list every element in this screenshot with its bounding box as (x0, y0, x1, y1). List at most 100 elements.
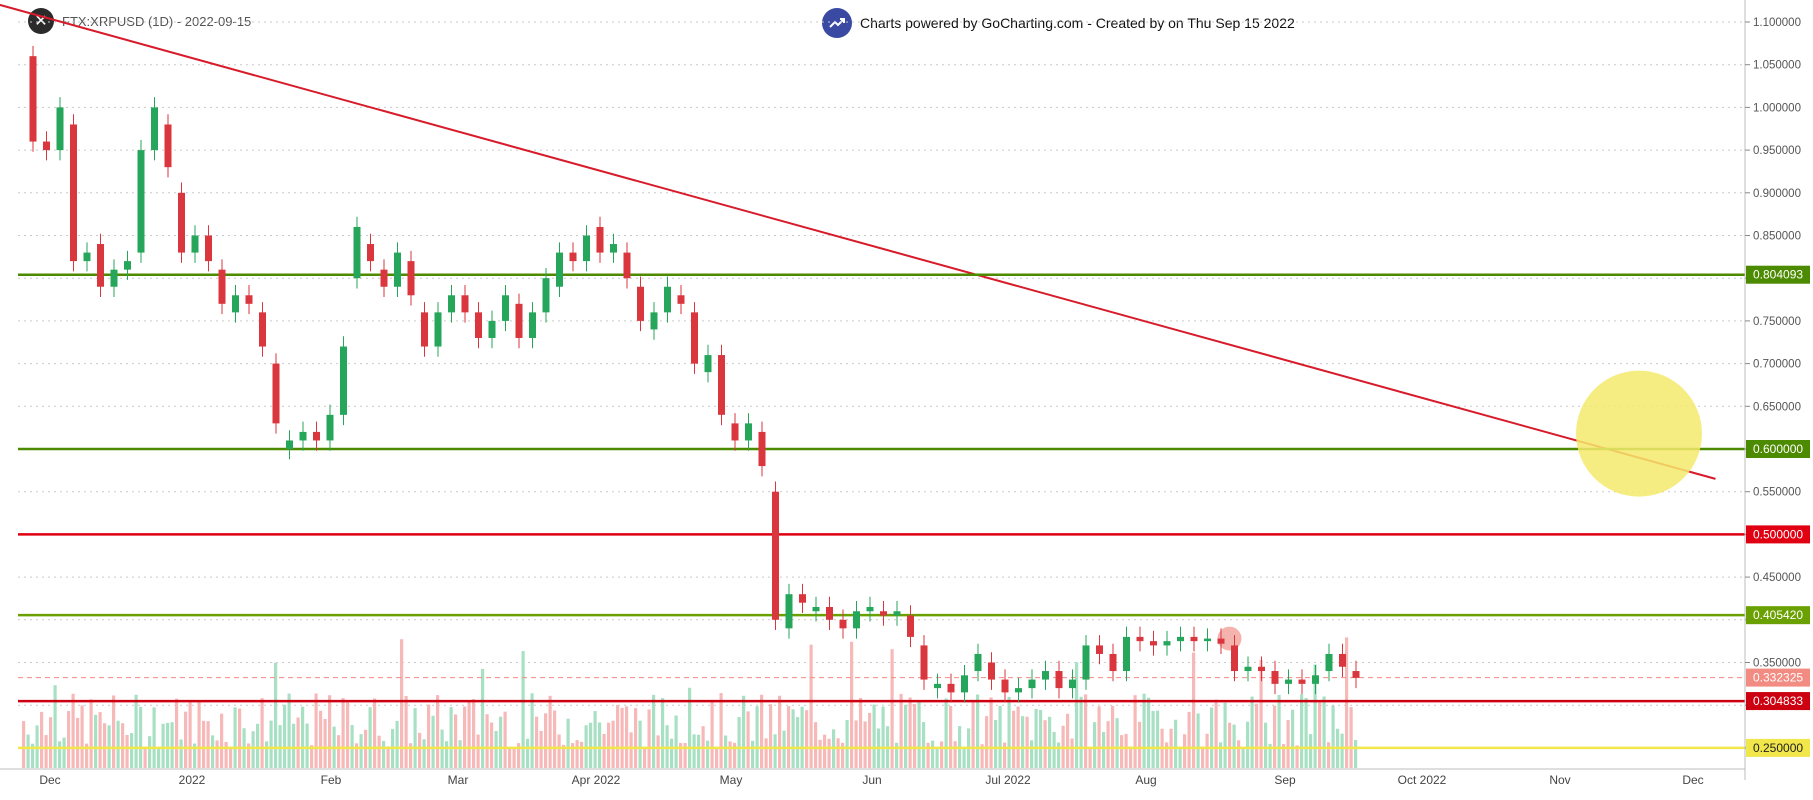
volume-bar (436, 695, 440, 768)
candle (961, 675, 968, 693)
volume-bar (1340, 733, 1344, 768)
volume-bar (805, 710, 809, 768)
volume-bar (1192, 652, 1196, 768)
volume-bar (85, 743, 89, 768)
y-tick-label: 0.650000 (1753, 401, 1801, 413)
volume-bars (22, 637, 1358, 768)
volume-bar (1003, 742, 1007, 768)
volume-bar (220, 713, 224, 768)
volume-bar (161, 723, 165, 768)
volume-bar (854, 720, 858, 768)
candle (1339, 653, 1346, 667)
volume-bar (224, 742, 228, 768)
level-label-box (1746, 668, 1810, 687)
candle (974, 653, 982, 672)
candle (1325, 653, 1333, 672)
volume-bar (1322, 696, 1326, 768)
volume-bar (940, 741, 944, 768)
candle (461, 295, 469, 313)
volume-bar (1219, 742, 1223, 768)
y-tick-label: 0.950000 (1753, 145, 1801, 157)
level-label: 0.332325 (1753, 671, 1803, 685)
volume-bar (458, 740, 462, 768)
volume-bar (197, 702, 201, 768)
volume-bar (269, 720, 273, 768)
volume-bar (521, 651, 525, 768)
x-tick-label: Jun (862, 773, 881, 787)
volume-bar (949, 706, 953, 768)
candle (610, 244, 617, 253)
candle (758, 431, 766, 467)
volume-bar (926, 742, 930, 768)
volume-bar (764, 738, 768, 768)
volume-bar (283, 704, 287, 768)
candle (29, 56, 37, 142)
candle (1015, 688, 1022, 693)
candle (326, 414, 334, 441)
candle (1150, 641, 1157, 646)
volume-bar (350, 725, 354, 768)
volume-bar (755, 706, 759, 768)
candle (596, 226, 604, 253)
candle (191, 235, 199, 253)
candle (178, 192, 185, 253)
volume-bar (548, 695, 552, 768)
volume-bar (814, 722, 818, 768)
volume-bar (1156, 710, 1160, 768)
volume-bar (935, 747, 939, 768)
volume-bar (571, 743, 575, 768)
volume-bar (953, 741, 957, 768)
volume-bar (134, 694, 138, 768)
candle (340, 346, 347, 415)
candle (1163, 641, 1171, 646)
volume-bar (868, 712, 872, 768)
volume-bar (157, 747, 161, 768)
volume-bar (661, 698, 665, 768)
level-label: 0.250000 (1753, 741, 1803, 755)
candle (1285, 679, 1292, 684)
volume-bar (652, 694, 656, 768)
volume-bar (26, 734, 30, 768)
symbol-header: ✕ FTX:XRPUSD (1D) - 2022-09-15 (28, 8, 251, 34)
volume-bar (512, 747, 516, 768)
candle (1055, 671, 1063, 689)
volume-bar (602, 733, 606, 768)
volume-bar (656, 735, 660, 768)
candle (1312, 675, 1319, 684)
volume-bar (238, 708, 242, 768)
volume-bar (1120, 735, 1124, 768)
volume-bar (778, 695, 782, 768)
volume-bar (994, 719, 998, 768)
candle (502, 295, 509, 321)
trendline (0, 3, 1716, 480)
candle (542, 278, 550, 313)
volume-bar (881, 706, 885, 768)
volume-bar (818, 739, 822, 768)
symbol-label: FTX:XRPUSD (1D) - 2022-09-15 (62, 13, 252, 29)
volume-bar (733, 742, 737, 768)
volume-bar (1246, 721, 1250, 768)
volume-bar (796, 717, 800, 768)
volume-bar (1345, 637, 1349, 768)
level-label: 0.500000 (1753, 527, 1803, 541)
volume-bar (989, 697, 993, 768)
candle (1069, 679, 1076, 689)
volume-bar (1007, 696, 1011, 768)
volume-bar (1039, 709, 1043, 768)
candle (218, 269, 226, 304)
volume-bar (665, 725, 669, 768)
y-tick-label: 0.350000 (1753, 658, 1801, 670)
candle (866, 606, 874, 612)
volume-bar (80, 705, 84, 768)
y-tick-label: 1.100000 (1753, 17, 1801, 29)
candle (394, 252, 401, 287)
volume-bar (143, 746, 147, 768)
volume-bar (490, 722, 494, 768)
level-label: 0.600000 (1753, 442, 1803, 456)
x-tick-label: Feb (321, 773, 342, 787)
volume-bar (625, 706, 629, 768)
volume-bar (94, 714, 98, 768)
candle (826, 606, 833, 620)
y-tick-label: 0.550000 (1753, 487, 1801, 499)
